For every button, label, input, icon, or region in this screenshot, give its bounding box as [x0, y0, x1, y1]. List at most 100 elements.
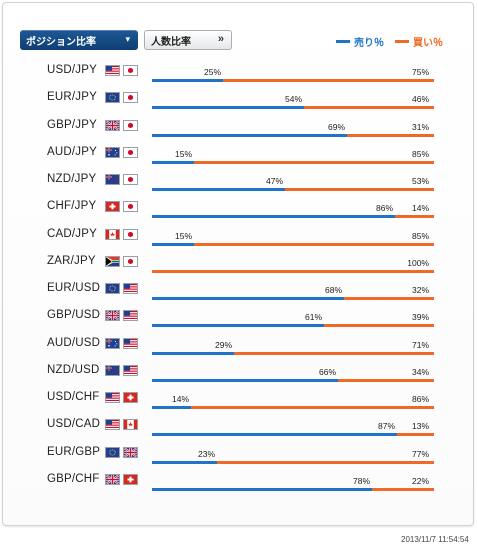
- buy-percent-label: 53%: [411, 176, 429, 186]
- flag-gb-icon: [105, 473, 120, 485]
- buy-bar-segment: [304, 106, 434, 110]
- ratio-bar: [152, 351, 434, 355]
- buy-bar-segment: [324, 324, 434, 328]
- position-ratio-panel: ポジション比率 ▾ 人数比率 » 売り％ 買い％ USD/JPY 25% 75% EU…: [2, 2, 474, 526]
- ratio-bar: [152, 79, 434, 82]
- flag-gb-icon: [123, 446, 138, 458]
- currency-pair-row: AUD/USD 29% 71%: [3, 331, 473, 358]
- flag-au-icon: [105, 337, 120, 349]
- flag-us-icon: [123, 283, 138, 294]
- sell-percent-label: 69%: [327, 121, 345, 132]
- buy-percent-label: 71%: [411, 339, 429, 350]
- ratio-bar: [152, 133, 434, 137]
- sell-percent-label: 66%: [318, 366, 336, 377]
- buy-bar-segment: [234, 351, 434, 355]
- tab-position-ratio[interactable]: ポジション比率 ▾: [20, 30, 138, 50]
- buy-bar-segment: [194, 160, 434, 164]
- flag-us-icon: [105, 392, 120, 403]
- flag-jp-icon: [123, 228, 138, 240]
- currency-pair-row: GBP/JPY 69% 31%: [3, 113, 473, 140]
- buy-bar-segment: [285, 188, 434, 191]
- ratio-bar: [152, 215, 434, 219]
- flag-us-icon: [105, 65, 120, 76]
- chevron-down-icon: ▾: [125, 34, 130, 44]
- flag-eu-icon: [105, 92, 120, 104]
- buy-percent-label: 31%: [411, 121, 429, 132]
- buy-bar-segment: [223, 79, 434, 82]
- buy-percent-label: 86%: [411, 394, 429, 404]
- buy-percent-label: 39%: [411, 312, 429, 323]
- sell-bar-segment: [152, 487, 372, 491]
- sell-percent-label: 29%: [214, 339, 232, 350]
- sell-bar-segment: [152, 460, 217, 464]
- sell-percent-label: 86%: [375, 203, 393, 214]
- sell-bar-segment: [152, 215, 395, 219]
- ratio-bar: [152, 188, 434, 191]
- currency-pair-row: NZD/JPY 47% 53%: [3, 167, 473, 194]
- ratio-bar: [152, 406, 434, 409]
- buy-percent-label: 100%: [407, 257, 429, 268]
- currency-pair-row: CHF/JPY 86% 14%: [3, 194, 473, 221]
- flag-nz-icon: [105, 174, 120, 185]
- flag-jp-icon: [123, 201, 138, 213]
- buy-percent-label: 22%: [411, 475, 429, 486]
- sell-bar-segment: [152, 160, 194, 164]
- sell-bar-segment: [152, 433, 397, 437]
- tab-trader-ratio-label: 人数比率: [151, 36, 191, 48]
- ratio-bar: [152, 460, 434, 464]
- flag-jp-icon: [123, 255, 138, 267]
- currency-pair-row: USD/CHF 14% 86%: [3, 385, 473, 412]
- sell-bar-segment: [152, 106, 304, 110]
- currency-pair-label: USD/CAD: [47, 418, 101, 431]
- currency-pair-label: GBP/USD: [47, 309, 101, 322]
- flag-jp-icon: [123, 174, 138, 185]
- flag-ca-icon: [123, 419, 138, 431]
- sell-percent-label: 25%: [203, 67, 221, 77]
- currency-pair-row: EUR/GBP 23% 77%: [3, 440, 473, 467]
- ratio-bar: [152, 106, 434, 110]
- buy-bar-segment: [344, 297, 434, 300]
- currency-pair-label: NZD/USD: [47, 363, 100, 376]
- flag-gb-icon: [105, 119, 120, 131]
- currency-pair-label: GBP/JPY: [47, 118, 97, 131]
- legend-sell-swatch: [336, 40, 350, 43]
- currency-pair-label: CAD/JPY: [47, 227, 97, 240]
- currency-pair-label: CHF/JPY: [47, 200, 97, 213]
- flag-ch-icon: [105, 201, 120, 213]
- ratio-bar: [152, 433, 434, 437]
- sell-bar-segment: [152, 297, 344, 300]
- buy-bar-segment: [152, 269, 434, 273]
- flag-za-icon: [105, 255, 120, 267]
- buy-percent-label: 32%: [411, 285, 429, 295]
- flag-jp-icon: [123, 146, 138, 158]
- buy-percent-label: 14%: [411, 203, 429, 214]
- ratio-bar: [152, 269, 434, 273]
- tab-trader-ratio[interactable]: 人数比率 »: [144, 30, 232, 50]
- buy-bar-segment: [338, 378, 434, 382]
- flag-us-icon: [123, 310, 138, 322]
- buy-percent-label: 46%: [411, 94, 429, 105]
- sell-bar-segment: [152, 79, 223, 82]
- buy-bar-segment: [217, 460, 434, 464]
- currency-pair-label: EUR/JPY: [47, 91, 97, 104]
- sell-bar-segment: [152, 351, 234, 355]
- currency-pair-label: GBP/CHF: [47, 472, 100, 485]
- currency-pair-label: AUD/USD: [47, 336, 101, 349]
- currency-pair-label: NZD/JPY: [47, 173, 97, 185]
- buy-bar-segment: [191, 406, 434, 409]
- currency-pair-row: ZAR/JPY 100%: [3, 249, 473, 276]
- legend-buy: 買い％: [395, 34, 443, 49]
- flag-ch-icon: [123, 392, 138, 403]
- buy-bar-segment: [347, 133, 434, 137]
- flag-us-icon: [123, 364, 138, 376]
- buy-bar-segment: [397, 433, 434, 437]
- double-chevron-right-icon: »: [217, 33, 224, 45]
- sell-bar-segment: [152, 133, 347, 137]
- sell-percent-label: 68%: [324, 285, 342, 295]
- flag-au-icon: [105, 146, 120, 158]
- currency-pair-row: EUR/USD 68% 32%: [3, 276, 473, 303]
- ratio-bar: [152, 324, 434, 328]
- buy-percent-label: 85%: [411, 148, 429, 159]
- buy-percent-label: 85%: [411, 230, 429, 241]
- currency-pair-row: EUR/JPY 54% 46%: [3, 85, 473, 112]
